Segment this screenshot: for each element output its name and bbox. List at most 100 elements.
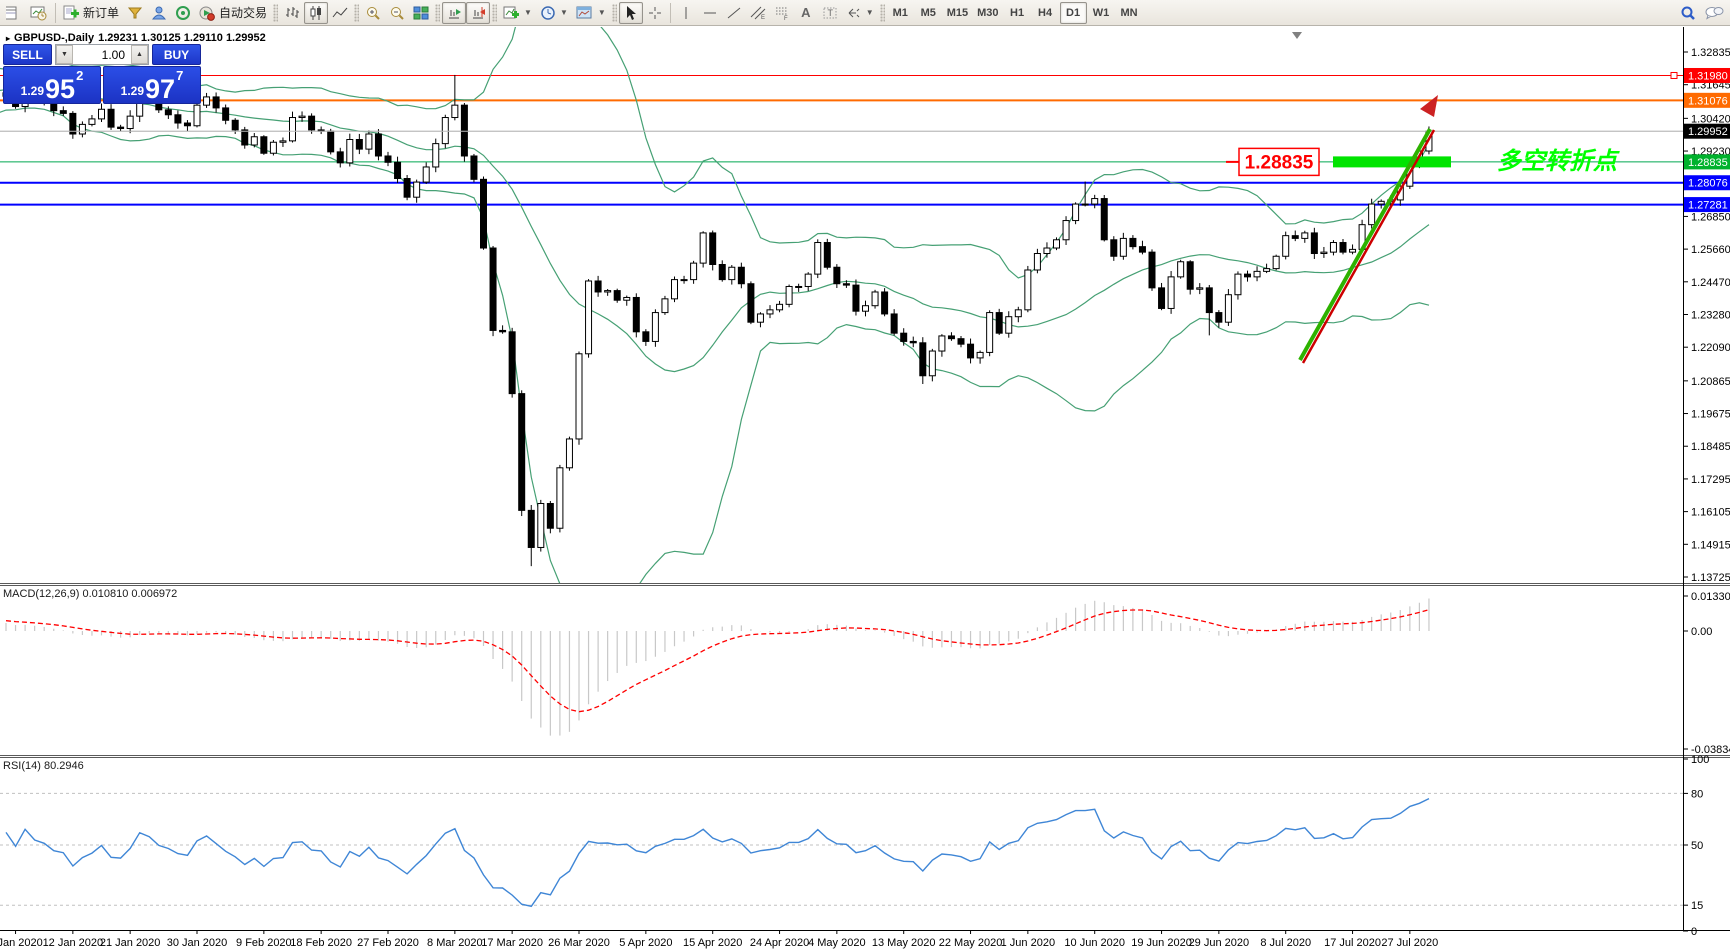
trend-arrow-shaft[interactable] bbox=[1298, 128, 1432, 361]
volume-input[interactable]: 1.00 bbox=[101, 47, 125, 62]
sell-button[interactable]: SELL bbox=[3, 44, 52, 65]
text-label-icon: T bbox=[823, 7, 837, 18]
price-callout-box[interactable] bbox=[1238, 147, 1320, 177]
zoom-out-button[interactable] bbox=[385, 2, 409, 24]
svg-text:15: 15 bbox=[1691, 900, 1703, 912]
sell-price-display[interactable]: 1.29 95 2 bbox=[3, 66, 101, 104]
text-tool-button[interactable]: A bbox=[794, 2, 818, 24]
text-tool-icon: A bbox=[801, 5, 811, 20]
broadcast-icon bbox=[176, 5, 191, 20]
tf-button-H1[interactable]: H1 bbox=[1010, 6, 1025, 19]
user-icon bbox=[152, 6, 167, 19]
channel-tool-button[interactable]: E bbox=[746, 2, 770, 24]
vertical-line-tool-button[interactable] bbox=[674, 2, 698, 24]
date-label: 10 Jun 2020 bbox=[1064, 937, 1125, 949]
cursor-icon bbox=[626, 5, 636, 20]
chart-shift-marker[interactable] bbox=[1292, 32, 1302, 39]
tf-button-M1[interactable]: M1 bbox=[892, 6, 908, 19]
new-order-label: 新订单 bbox=[83, 6, 120, 20]
date-label: 4 May 2020 bbox=[808, 937, 865, 949]
arrows-caret-icon: ▼ bbox=[865, 8, 874, 17]
crosshair-tool-button[interactable] bbox=[643, 2, 667, 24]
strategy-tester-button[interactable] bbox=[26, 2, 52, 24]
new-order-button[interactable]: 新订单 bbox=[59, 2, 123, 24]
bar-chart-mode-button[interactable] bbox=[280, 2, 304, 24]
buy-button[interactable]: BUY bbox=[152, 44, 201, 65]
indicators-button[interactable]: ▼ bbox=[499, 2, 536, 24]
depth-of-market-button[interactable] bbox=[123, 2, 147, 24]
volume-spinner: ▼ 1.00 ▲ bbox=[55, 44, 149, 65]
svg-text:0.013301: 0.013301 bbox=[1691, 591, 1730, 603]
svg-text:1.30420: 1.30420 bbox=[1691, 113, 1730, 125]
tf-button-H4[interactable]: H4 bbox=[1038, 6, 1053, 19]
periods-button[interactable]: ▼ bbox=[536, 2, 572, 24]
tf-button-M15[interactable]: M15 bbox=[946, 6, 969, 19]
fibonacci-icon: F bbox=[775, 7, 788, 21]
tile-windows-button[interactable] bbox=[409, 2, 433, 24]
zoom-in-button[interactable] bbox=[361, 2, 385, 24]
tf-button-M5[interactable]: M5 bbox=[920, 6, 936, 19]
svg-text:1.26850: 1.26850 bbox=[1691, 211, 1730, 223]
buy-price-display[interactable]: 1.29 97 7 bbox=[103, 66, 201, 104]
chart-annotations: 1.28835 多空转折点 bbox=[1226, 32, 1620, 364]
sell-price-sup: 2 bbox=[76, 68, 84, 83]
date-label: 8 Jul 2020 bbox=[1260, 937, 1311, 949]
turning-point-label[interactable]: 多空转折点 bbox=[1497, 148, 1620, 175]
chart-shift-icon bbox=[473, 6, 486, 18]
template-icon bbox=[576, 6, 592, 18]
accounts-button[interactable] bbox=[147, 2, 171, 24]
svg-text:1.28835: 1.28835 bbox=[1688, 157, 1728, 169]
auto-scroll-button[interactable] bbox=[442, 1, 467, 24]
price-badge bbox=[1684, 175, 1730, 191]
templates-button[interactable]: ▼ bbox=[572, 2, 610, 24]
candlestick-mode-button[interactable] bbox=[304, 1, 329, 24]
fibonacci-tool-button[interactable]: F bbox=[770, 2, 794, 24]
chat-button[interactable] bbox=[1700, 2, 1728, 24]
svg-text:1.22090: 1.22090 bbox=[1691, 342, 1730, 354]
svg-text:1.18485: 1.18485 bbox=[1691, 441, 1730, 453]
date-label: 22 May 2020 bbox=[939, 937, 1003, 949]
volume-up-button[interactable]: ▲ bbox=[131, 45, 148, 64]
svg-text:1.28076: 1.28076 bbox=[1688, 178, 1728, 190]
trendline-tool-button[interactable] bbox=[722, 2, 746, 24]
svg-text:100: 100 bbox=[1691, 754, 1709, 766]
chart-shift-button[interactable] bbox=[466, 1, 491, 24]
price-badge bbox=[1684, 92, 1730, 108]
pane-separators[interactable] bbox=[0, 27, 1730, 931]
rsi-line bbox=[5, 797, 1430, 908]
bar-chart-icon bbox=[286, 6, 300, 18]
trend-arrow-underlay bbox=[1301, 129, 1436, 364]
text-label-tool-button[interactable]: T bbox=[818, 2, 842, 24]
market-watch-button[interactable] bbox=[2, 2, 26, 24]
cursor-tool-button[interactable] bbox=[618, 1, 643, 24]
chart-clock-icon bbox=[30, 6, 47, 20]
news-button[interactable] bbox=[171, 2, 195, 24]
date-label: 17 Mar 2020 bbox=[481, 937, 543, 949]
trend-arrow-head[interactable] bbox=[1420, 95, 1438, 117]
trendline-icon bbox=[727, 7, 741, 18]
price-badge bbox=[1684, 197, 1730, 213]
crosshair-icon bbox=[648, 6, 661, 19]
chart-menu-icon[interactable]: ▸ bbox=[6, 33, 11, 43]
search-button[interactable] bbox=[1676, 2, 1700, 24]
volume-down-button[interactable]: ▼ bbox=[56, 45, 73, 64]
tf-button-D1[interactable]: D1 bbox=[1059, 1, 1087, 24]
horizontal-line-icon bbox=[703, 12, 716, 13]
tf-button-MN[interactable]: MN bbox=[1120, 6, 1138, 19]
autotrading-button[interactable]: 自动交易 bbox=[195, 2, 271, 24]
horizontal-line-tool-button[interactable] bbox=[698, 2, 722, 24]
price-badge bbox=[1684, 154, 1730, 170]
chart-canvas[interactable]: 1.28835 多空转折点 1.328351.316451.304201.29230… bbox=[0, 27, 1730, 952]
price-axis[interactable]: 1.328351.316451.304201.292301.268501.256… bbox=[1683, 47, 1730, 584]
line-chart-mode-button[interactable] bbox=[328, 2, 352, 24]
macd-indicator bbox=[5, 598, 1430, 736]
arrows-tool-button[interactable]: ▼ bbox=[842, 2, 878, 24]
date-label: 26 Mar 2020 bbox=[548, 937, 610, 949]
date-label: 8 Mar 2020 bbox=[427, 937, 483, 949]
tf-button-M30[interactable]: M30 bbox=[977, 6, 999, 19]
tf-button-W1[interactable]: W1 bbox=[1092, 6, 1110, 19]
chart-window: 1.28835 多空转折点 1.32835 1.31645 1.30420 1.29230… bbox=[0, 27, 1730, 952]
vertical-line-icon bbox=[685, 6, 687, 19]
support-zone-bar[interactable] bbox=[1333, 156, 1451, 168]
